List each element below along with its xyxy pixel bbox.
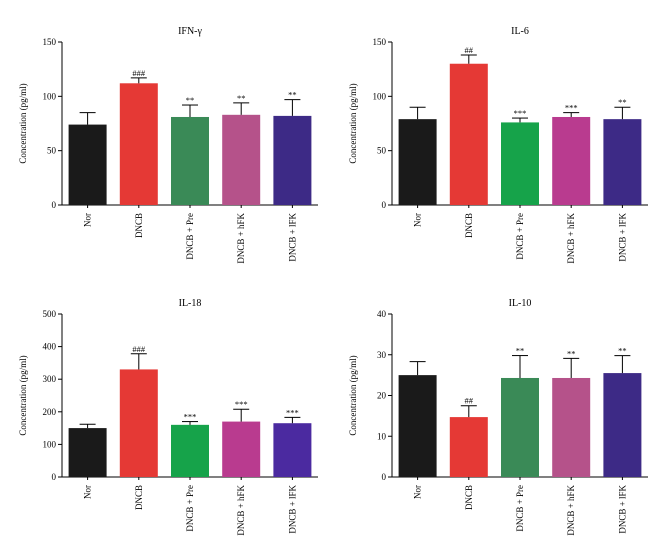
- chart-title: IL-10: [509, 298, 532, 309]
- y-tick-label: 100: [373, 91, 387, 101]
- y-tick-label: 50: [47, 146, 57, 156]
- x-tick-label: DNCB + hFK: [566, 485, 576, 536]
- y-tick-label: 400: [43, 342, 57, 352]
- x-tick-label: DNCB: [134, 485, 144, 510]
- bar-dncb-lfk: [273, 423, 312, 477]
- bar-dncb-hfk: [552, 377, 591, 477]
- chart-panel-ifn-gamma: IFN-γ Concentration (pg/ml) 0 50 100 150 Nor ##…: [0, 0, 330, 272]
- x-tick-label: DNCB + hFK: [566, 213, 576, 264]
- y-tick-label: 0: [382, 472, 387, 482]
- significance-label: ***: [286, 407, 299, 417]
- y-tick-label: 150: [373, 37, 387, 47]
- bar-dncb: [119, 369, 158, 477]
- significance-label: ***: [565, 103, 578, 113]
- x-tick-label: DNCB + Pre: [515, 485, 525, 532]
- significance-label: ###: [132, 344, 146, 354]
- y-tick-label: 0: [52, 472, 57, 482]
- bar-dncb-lfk: [273, 115, 312, 205]
- x-tick-label: DNCB + Pre: [185, 213, 195, 260]
- bar-dncb-hfk: [222, 114, 261, 205]
- x-tick-label: DNCB + lFK: [617, 485, 627, 534]
- bar-dncb-hfk: [552, 116, 591, 205]
- bar-dncb-pre: [171, 116, 209, 205]
- chart-panel-il-6: IL-6 Concentration (pg/ml) 0 50 100 150 Nor ## D…: [330, 0, 660, 272]
- bar-dncb-pre: [171, 424, 209, 477]
- significance-label: **: [186, 95, 195, 105]
- bar-dncb-lfk: [603, 373, 642, 477]
- x-tick-label: Nor: [413, 213, 423, 227]
- y-tick-label: 20: [377, 391, 387, 401]
- bar-nor: [68, 428, 107, 477]
- y-tick-label: 40: [377, 309, 387, 319]
- x-tick-label: Nor: [413, 485, 423, 499]
- significance-label: ##: [465, 45, 474, 55]
- significance-label: ###: [132, 68, 146, 78]
- x-tick-label: DNCB + hFK: [236, 485, 246, 536]
- significance-label: ***: [514, 108, 527, 118]
- bar-dncb-hfk: [222, 421, 261, 477]
- chart-il-6: IL-6 Concentration (pg/ml) 0 50 100 150 Nor ## D…: [348, 26, 648, 264]
- bar-dncb-pre: [501, 122, 539, 205]
- x-tick-label: DNCB + Pre: [515, 213, 525, 260]
- y-tick-label: 200: [43, 407, 57, 417]
- x-tick-label: DNCB + lFK: [617, 213, 627, 262]
- y-tick-label: 50: [377, 146, 387, 156]
- significance-label: ***: [184, 412, 197, 422]
- x-tick-label: DNCB + lFK: [287, 213, 297, 262]
- bar-nor: [68, 124, 107, 205]
- y-axis-label: Concentration (pg/ml): [348, 355, 358, 435]
- x-tick-label: DNCB: [464, 213, 474, 238]
- x-tick-label: DNCB: [134, 213, 144, 238]
- significance-label: **: [567, 348, 576, 358]
- y-tick-label: 100: [43, 91, 57, 101]
- significance-label: **: [516, 346, 525, 356]
- chart-ifn-gamma: IFN-γ Concentration (pg/ml) 0 50 100 150 Nor ##…: [18, 26, 318, 264]
- significance-label: **: [237, 93, 246, 103]
- bar-dncb-pre: [501, 377, 539, 477]
- chart-panel-il-10: IL-10 Concentration (pg/ml) 0 10 20 30 40 Nor ##…: [330, 272, 660, 544]
- x-tick-label: Nor: [83, 213, 93, 227]
- y-axis-label: Concentration (pg/ml): [18, 83, 28, 163]
- significance-label: **: [288, 90, 297, 100]
- bar-dncb: [449, 417, 488, 477]
- chart-il-18: IL-18 Concentration (pg/ml) 0 100 200 300 400 5…: [18, 298, 318, 536]
- y-axis-label: Concentration (pg/ml): [348, 83, 358, 163]
- bar-dncb: [119, 83, 158, 205]
- x-tick-label: DNCB + hFK: [236, 213, 246, 264]
- y-tick-label: 10: [377, 431, 387, 441]
- bar-dncb: [449, 63, 488, 205]
- y-tick-label: 500: [43, 309, 57, 319]
- bar-nor: [398, 375, 437, 477]
- x-tick-label: DNCB + lFK: [287, 485, 297, 534]
- chart-il-10: IL-10 Concentration (pg/ml) 0 10 20 30 40 Nor ##…: [348, 298, 648, 536]
- significance-label: ##: [465, 396, 474, 406]
- y-tick-label: 150: [43, 37, 57, 47]
- y-tick-label: 30: [377, 350, 387, 360]
- significance-label: **: [618, 346, 627, 356]
- y-tick-label: 100: [43, 439, 57, 449]
- bar-nor: [398, 119, 437, 205]
- chart-title: IL-6: [511, 26, 529, 37]
- chart-title: IL-18: [179, 298, 202, 309]
- y-axis-label: Concentration (pg/ml): [18, 355, 28, 435]
- bar-dncb-lfk: [603, 119, 642, 205]
- significance-label: ***: [235, 399, 248, 409]
- x-tick-label: Nor: [83, 485, 93, 499]
- x-tick-label: DNCB: [464, 485, 474, 510]
- y-tick-label: 0: [52, 200, 57, 210]
- x-tick-label: DNCB + Pre: [185, 485, 195, 532]
- y-tick-label: 0: [382, 200, 387, 210]
- y-tick-label: 300: [43, 374, 57, 384]
- chart-title: IFN-γ: [178, 26, 202, 37]
- significance-label: **: [618, 97, 627, 107]
- chart-panel-il-18: IL-18 Concentration (pg/ml) 0 100 200 300 400 5…: [0, 272, 330, 544]
